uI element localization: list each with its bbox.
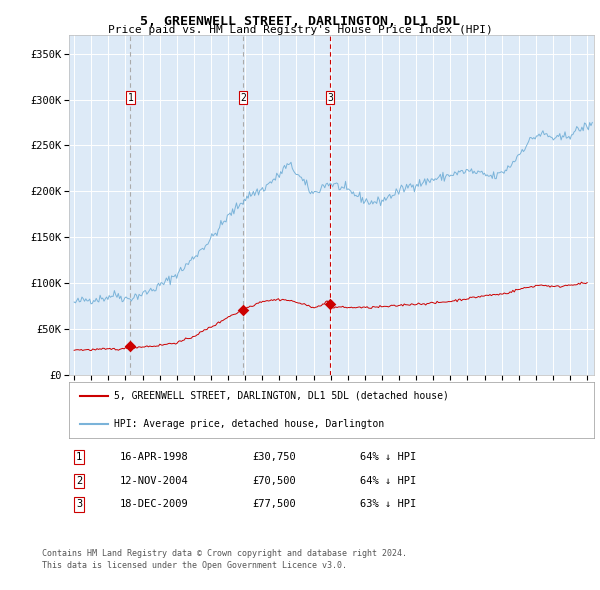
Text: 12-NOV-2004: 12-NOV-2004: [120, 476, 189, 486]
Text: 1: 1: [127, 93, 133, 103]
Point: [125, 342, 135, 351]
Text: 1: 1: [76, 453, 82, 462]
Text: 64% ↓ HPI: 64% ↓ HPI: [360, 476, 416, 486]
Text: 2: 2: [76, 476, 82, 486]
Text: 5, GREENWELL STREET, DARLINGTON, DL1 5DL (detached house): 5, GREENWELL STREET, DARLINGTON, DL1 5DL…: [113, 391, 449, 401]
Text: 3: 3: [327, 93, 333, 103]
Text: 2: 2: [240, 93, 246, 103]
Text: £70,500: £70,500: [252, 476, 296, 486]
Point: [325, 299, 335, 309]
Text: 3: 3: [76, 500, 82, 509]
Text: Price paid vs. HM Land Registry's House Price Index (HPI): Price paid vs. HM Land Registry's House …: [107, 25, 493, 35]
Text: 5, GREENWELL STREET, DARLINGTON, DL1 5DL: 5, GREENWELL STREET, DARLINGTON, DL1 5DL: [140, 15, 460, 28]
Text: 16-APR-1998: 16-APR-1998: [120, 453, 189, 462]
Text: Contains HM Land Registry data © Crown copyright and database right 2024.: Contains HM Land Registry data © Crown c…: [42, 549, 407, 558]
Text: HPI: Average price, detached house, Darlington: HPI: Average price, detached house, Darl…: [113, 419, 384, 429]
Text: £30,750: £30,750: [252, 453, 296, 462]
Text: £77,500: £77,500: [252, 500, 296, 509]
Point: [238, 305, 248, 314]
Text: This data is licensed under the Open Government Licence v3.0.: This data is licensed under the Open Gov…: [42, 560, 347, 570]
Text: 18-DEC-2009: 18-DEC-2009: [120, 500, 189, 509]
Text: 63% ↓ HPI: 63% ↓ HPI: [360, 500, 416, 509]
Text: 64% ↓ HPI: 64% ↓ HPI: [360, 453, 416, 462]
